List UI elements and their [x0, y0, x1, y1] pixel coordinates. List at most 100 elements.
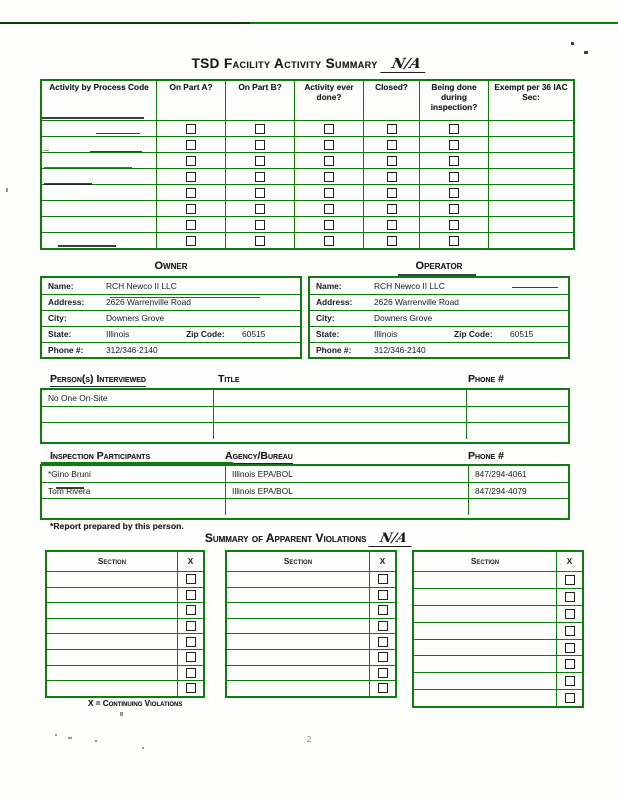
violations-header-row: Section X [414, 552, 582, 571]
checkbox-icon [386, 171, 397, 182]
exempt-cell [488, 233, 573, 248]
x-cell [369, 634, 395, 649]
persons-interviewed-table: No One On-Site [40, 388, 570, 444]
violation-row [414, 638, 582, 656]
person-title-cell [213, 390, 466, 407]
checkbox-icon [377, 636, 388, 647]
checkbox-cell [156, 137, 225, 152]
activity-row [42, 152, 573, 168]
checkbox-icon [185, 605, 196, 616]
x-cell [556, 588, 582, 605]
scan-artifact [120, 712, 123, 716]
checkbox-cell [419, 169, 488, 184]
phone-column-heading: Phone # [468, 373, 504, 385]
checkbox-icon [324, 139, 334, 150]
scan-artifact [44, 150, 49, 152]
violation-row [227, 617, 395, 634]
checkbox-cell [419, 153, 488, 168]
participant-row [42, 498, 568, 515]
zip-label: Zip Code: [454, 329, 493, 340]
activity-row [42, 168, 573, 184]
section-header: Section [470, 557, 500, 566]
city-label: City: [48, 313, 67, 324]
x-cell [369, 587, 395, 603]
checkbox-cell [294, 201, 363, 216]
section-cell [47, 603, 177, 618]
activity-row [42, 120, 573, 136]
owner-address-value: 2626 Warrenville Road [106, 297, 191, 308]
person-name-cell: No One On-Site [48, 393, 108, 404]
scan-artifact [42, 117, 144, 120]
checkbox-icon [564, 642, 575, 653]
activity-row [42, 216, 573, 232]
section-cell [227, 650, 369, 665]
checkbox-icon [377, 621, 388, 632]
operator-phone-row: Phone #: 312/346-2140 [310, 341, 568, 358]
scan-artifact [55, 734, 57, 736]
section-cell [227, 572, 369, 587]
checkbox-icon [377, 589, 388, 600]
operator-address-row: Address: 2626 Warrenville Road [310, 293, 568, 310]
col-header-on-part-b: On Part B? [225, 81, 294, 120]
section-cell [227, 666, 369, 681]
violations-header-row: Section X [227, 552, 395, 571]
checkbox-cell [294, 233, 363, 248]
checkbox-cell [225, 217, 294, 232]
col-header-being-done: Being done during inspection? [419, 81, 488, 120]
x-cell [369, 603, 395, 618]
violation-row [47, 648, 203, 665]
process-code-cell [42, 137, 156, 152]
violation-row [227, 602, 395, 618]
participant-name-cell: Tom Rivera [48, 485, 91, 496]
operator-name-value: RCH Newco II LLC [374, 280, 445, 291]
process-code-cell [42, 185, 156, 200]
agency-bureau-heading: Agency/Bureau [225, 450, 293, 464]
section-cell [227, 681, 369, 696]
checkbox-icon [449, 203, 459, 214]
section-cell [227, 603, 369, 618]
checkbox-icon [255, 187, 265, 198]
section-cell [47, 666, 177, 681]
checkbox-icon [449, 139, 459, 150]
owner-heading: Owner [154, 260, 188, 272]
owner-table: Name: RCH Newco II LLC Address: 2626 War… [40, 276, 302, 360]
checkbox-icon [186, 203, 196, 214]
checkbox-icon [186, 235, 196, 246]
violation-row [47, 633, 203, 649]
interviewed-row [42, 406, 568, 423]
checkbox-icon [386, 139, 397, 150]
section-cell [47, 634, 177, 649]
phone-column-heading: Phone # [468, 450, 504, 462]
activity-row [42, 184, 573, 200]
violation-row [414, 571, 582, 588]
section-cell [414, 656, 556, 672]
x-cell [177, 665, 203, 681]
violations-header-row: Section X [47, 552, 203, 571]
col-header-process-code: Activity by Process Code [49, 82, 149, 92]
person-name-cell [42, 423, 213, 438]
checkbox-icon [255, 171, 265, 182]
violations-table-3: Section X [412, 550, 584, 709]
checkbox-icon [255, 235, 265, 246]
inspection-participants-table: *Gino Bruni Illinois EPA/BOL 847/294-406… [40, 464, 570, 520]
checkbox-cell [294, 121, 363, 136]
checkbox-cell [294, 153, 363, 168]
section-cell [414, 690, 556, 706]
scan-artifact [90, 151, 142, 153]
checkbox-cell [294, 169, 363, 184]
checkbox-cell [225, 137, 294, 152]
activity-header-row: Activity by Process Code On Part A? On P… [42, 81, 573, 120]
scan-artifact [142, 747, 144, 749]
participant-name-cell [42, 499, 225, 514]
checkbox-icon [185, 667, 196, 678]
x-cell [369, 618, 395, 634]
participant-row: *Gino Bruni Illinois EPA/BOL 847/294-406… [42, 466, 568, 483]
exempt-cell [488, 217, 573, 232]
name-label: Name: [316, 280, 342, 291]
checkbox-icon [185, 574, 196, 585]
x-cell [556, 656, 582, 673]
violations-table-2: Section X [225, 550, 397, 698]
violation-row [227, 586, 395, 603]
interviewed-row [42, 422, 568, 439]
violation-row [414, 672, 582, 690]
